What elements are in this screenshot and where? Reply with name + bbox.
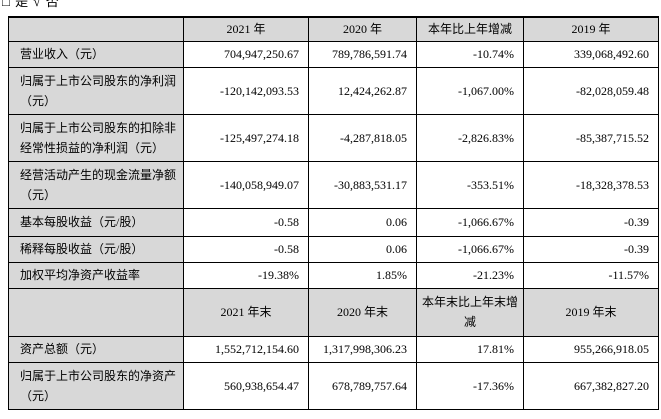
header-2020-end: 2020 年末 [308, 287, 417, 337]
cell-2020: -4,287,818.05 [308, 113, 417, 162]
row-label: 归属于上市公司股东的扣除非经常性损益的净利润（元） [8, 113, 184, 162]
cell-2021: -0.58 [183, 235, 309, 263]
cell-2019: -0.39 [523, 235, 659, 263]
cell-2020: 12,424,262.87 [308, 66, 417, 115]
row-label: 营业收入（元） [8, 40, 184, 68]
table-row-revenue: 营业收入（元） 704,947,250.67 789,786,591.74 -1… [8, 40, 659, 68]
cell-2019: 339,068,492.60 [523, 40, 659, 68]
table-row-net-assets: 归属于上市公司股东的净资产（元） 560,938,654.47 678,789,… [8, 361, 659, 410]
header-blank [8, 16, 184, 42]
header-blank [8, 287, 184, 337]
header-yoy-end-change: 本年末比上年末增减 [416, 287, 524, 337]
cell-2019: -0.39 [523, 207, 659, 237]
cell-2021: -125,497,274.18 [183, 113, 309, 162]
cell-2020: 0.06 [308, 235, 417, 263]
table-row-diluted-eps: 稀释每股收益（元/股） -0.58 0.06 -1,066.67% -0.39 [8, 235, 659, 263]
cell-change: -2,826.83% [416, 113, 524, 162]
cell-2021: 704,947,250.67 [183, 40, 309, 68]
row-label: 经营活动产生的现金流量净额（元） [8, 160, 184, 209]
cell-2021: -19.38% [183, 261, 309, 289]
cell-change: -353.51% [416, 160, 524, 209]
header-2019-end: 2019 年末 [523, 287, 659, 337]
cell-change: -10.74% [416, 40, 524, 68]
table-row-operating-cash-flow: 经营活动产生的现金流量净额（元） -140,058,949.07 -30,883… [8, 160, 659, 209]
table-row-net-profit-excl-nonrecurring: 归属于上市公司股东的扣除非经常性损益的净利润（元） -125,497,274.1… [8, 113, 659, 162]
header-row-annual: 2021 年 2020 年 本年比上年增减 2019 年 [8, 16, 659, 42]
header-row-year-end: 2021 年末 2020 年末 本年末比上年末增减 2019 年末 [8, 287, 659, 337]
row-label: 归属于上市公司股东的净利润（元） [8, 66, 184, 115]
header-2019: 2019 年 [523, 16, 659, 42]
cell-2019: -82,028,059.48 [523, 66, 659, 115]
cell-change: -21.23% [416, 261, 524, 289]
row-label: 稀释每股收益（元/股） [8, 235, 184, 263]
cell-2019: -11.57% [523, 261, 659, 289]
table-row-weighted-avg-roe: 加权平均净资产收益率 -19.38% 1.85% -21.23% -11.57% [8, 261, 659, 289]
cell-2020: 0.06 [308, 207, 417, 237]
table-row-net-profit: 归属于上市公司股东的净利润（元） -120,142,093.53 12,424,… [8, 66, 659, 115]
cell-change: -1,067.00% [416, 66, 524, 115]
cell-2021: -120,142,093.53 [183, 66, 309, 115]
cell-2019: 667,382,827.20 [523, 361, 659, 410]
cell-2021: 1,552,712,154.60 [183, 335, 309, 363]
yes-no-checkbox-text: □ 是 √ 否 [2, 0, 60, 9]
cell-change: -1,066.67% [416, 207, 524, 237]
cell-2021: -0.58 [183, 207, 309, 237]
cell-change: -1,066.67% [416, 235, 524, 263]
row-label: 基本每股收益（元/股） [8, 207, 184, 237]
row-label: 归属于上市公司股东的净资产（元） [8, 361, 184, 410]
financial-summary-table: 2021 年 2020 年 本年比上年增减 2019 年 营业收入（元） 704… [8, 16, 659, 410]
cell-2020: 678,789,757.64 [308, 361, 417, 410]
cell-2019: -18,328,378.53 [523, 160, 659, 209]
header-yoy-change: 本年比上年增减 [416, 16, 524, 42]
cell-2019: 955,266,918.05 [523, 335, 659, 363]
cell-2021: 560,938,654.47 [183, 361, 309, 410]
row-label: 资产总额（元） [8, 335, 184, 363]
header-2021-end: 2021 年末 [183, 287, 309, 337]
cell-change: 17.81% [416, 335, 524, 363]
cell-2021: -140,058,949.07 [183, 160, 309, 209]
cell-2020: 789,786,591.74 [308, 40, 417, 68]
yes-no-checkbox-line: □ 是 √ 否 [2, 0, 202, 9]
cell-change: -17.36% [416, 361, 524, 410]
row-label: 加权平均净资产收益率 [8, 261, 184, 289]
cell-2020: 1,317,998,306.23 [308, 335, 417, 363]
cell-2020: 1.85% [308, 261, 417, 289]
cell-2020: -30,883,531.17 [308, 160, 417, 209]
table-row-basic-eps: 基本每股收益（元/股） -0.58 0.06 -1,066.67% -0.39 [8, 207, 659, 237]
table-row-total-assets: 资产总额（元） 1,552,712,154.60 1,317,998,306.2… [8, 335, 659, 363]
header-2020: 2020 年 [308, 16, 417, 42]
cell-2019: -85,387,715.52 [523, 113, 659, 162]
header-2021: 2021 年 [183, 16, 309, 42]
